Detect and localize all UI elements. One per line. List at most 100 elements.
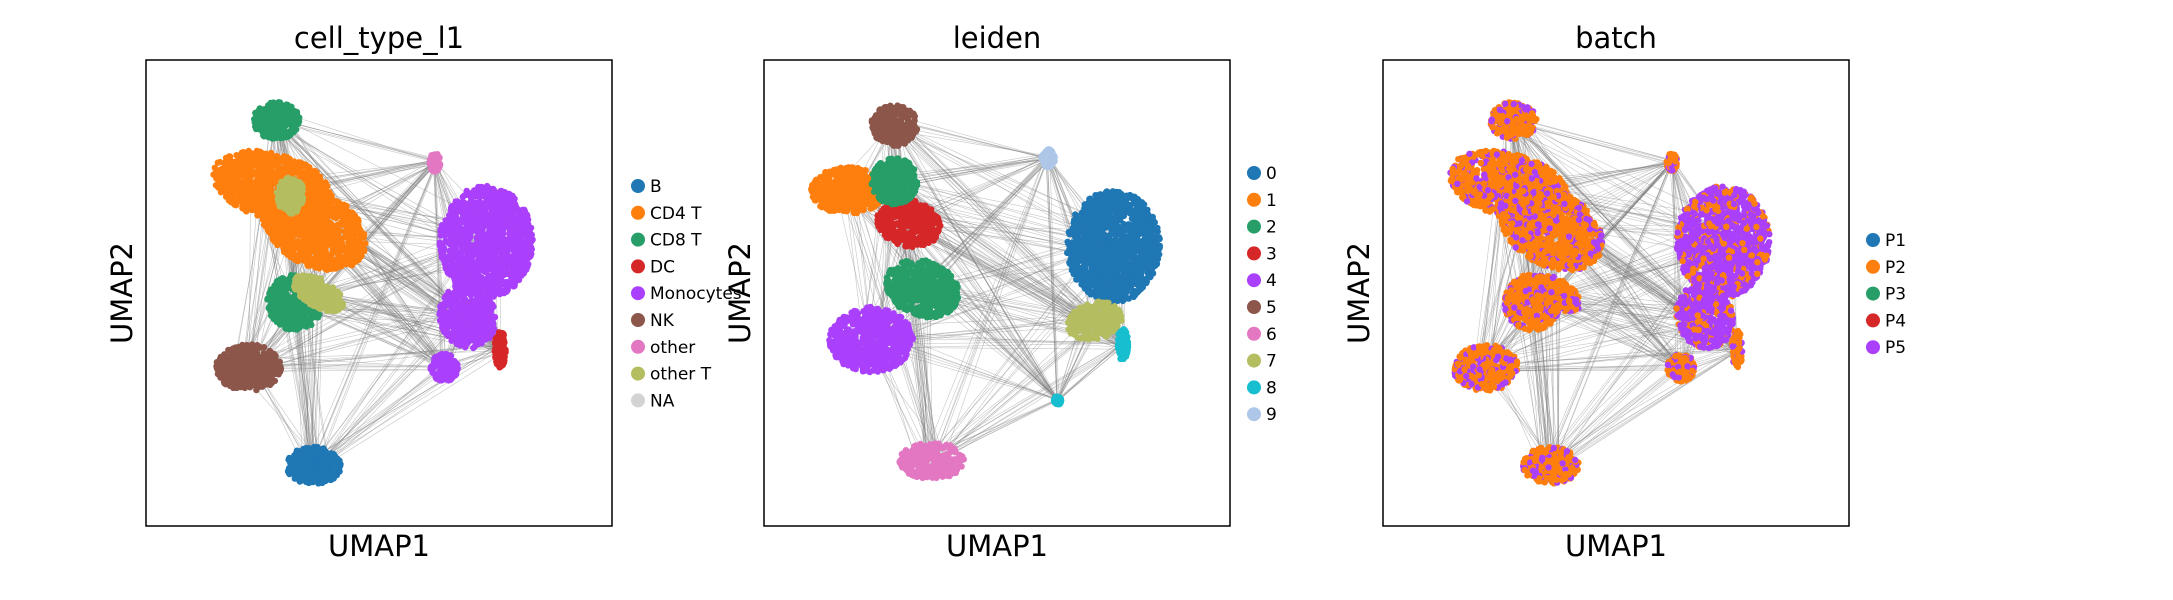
cell-point [289,128,297,135]
cell-point [504,205,511,212]
cell-point [269,179,276,186]
cell-point [277,363,284,370]
cell-point [328,450,335,457]
cell-point [357,241,365,248]
cell-point [255,192,262,200]
cell-point [290,161,298,168]
cell-point [436,239,443,246]
cell-point [262,372,269,379]
cell-point [294,299,301,306]
cell-point [283,234,290,242]
cell-point [451,273,458,280]
cell-point [316,225,324,233]
cell-point [325,213,332,220]
cell-point [481,219,489,227]
cell-point [299,161,306,168]
cell-point [269,115,276,122]
cell-point [292,192,300,199]
cell-point [257,148,264,155]
cell-point [297,292,305,300]
cell-point [281,243,288,250]
cell-point [265,163,272,170]
cell-point [221,176,228,183]
cell-point [235,175,242,182]
cell-point [469,218,476,225]
cell-point [260,350,268,357]
cell-point [243,169,251,176]
cell-point [334,198,341,205]
cell-point [314,303,321,311]
cell-point [297,477,304,485]
cell-point [313,169,320,176]
cell-point [500,212,507,219]
cell-point [233,364,240,371]
cell-point [310,248,317,255]
cell-point [520,251,527,258]
cell-point [314,451,322,458]
cell-point [282,229,289,236]
cell-point [271,294,278,301]
cell-point [469,202,476,210]
cell-point [300,219,308,226]
cell-point [529,236,536,243]
cell-point [515,229,523,237]
cell-point [330,235,337,243]
cell-point [310,445,317,453]
cell-point [459,246,466,253]
cell-point [459,268,466,275]
cell-point [225,193,232,200]
cell-point [233,356,240,364]
cell-point [354,255,362,262]
cell-point [465,237,472,244]
cell-point [496,267,503,275]
cell-point [512,244,519,252]
cell-point [448,238,455,246]
cell-point [320,260,327,268]
cell-point [448,217,455,225]
cell-point [474,242,481,249]
cell-point [301,310,309,317]
cell-point [260,115,267,123]
cell-point [260,344,268,351]
cell-point [509,282,517,290]
cell-point [253,117,260,124]
cell-point [315,231,322,238]
cell-point [276,298,283,305]
cell-point [288,103,295,111]
cell-point [524,217,531,224]
cell-point [324,236,331,243]
cell-point [282,161,290,168]
cell-point [447,207,454,214]
cell-point [238,198,245,205]
cell-point [489,251,497,258]
cell-point [219,167,226,174]
cell-point [270,236,277,243]
cell-point [511,201,519,208]
cell-point [229,171,236,178]
cell-point [300,212,307,220]
cell-point [270,106,277,113]
cell-point [309,218,316,226]
cell-point [507,193,515,200]
cell-point [334,305,341,312]
cell-point [243,341,251,349]
cell-point [497,279,504,287]
cell-point [495,243,502,251]
cell-point [239,379,246,387]
cell-point [316,213,323,220]
cell-point [504,262,511,270]
cell-point [235,182,243,189]
cell-point [230,384,237,391]
cell-point [463,191,471,198]
cell-point [262,223,270,230]
cell-point [247,186,254,193]
cell-point [274,241,281,249]
cell-point [297,285,304,292]
cell-point [307,208,314,215]
cell-point [464,255,472,262]
cell-point [276,233,284,240]
cell-point [282,106,289,114]
cell-point [343,245,350,252]
cell-point [265,206,273,213]
